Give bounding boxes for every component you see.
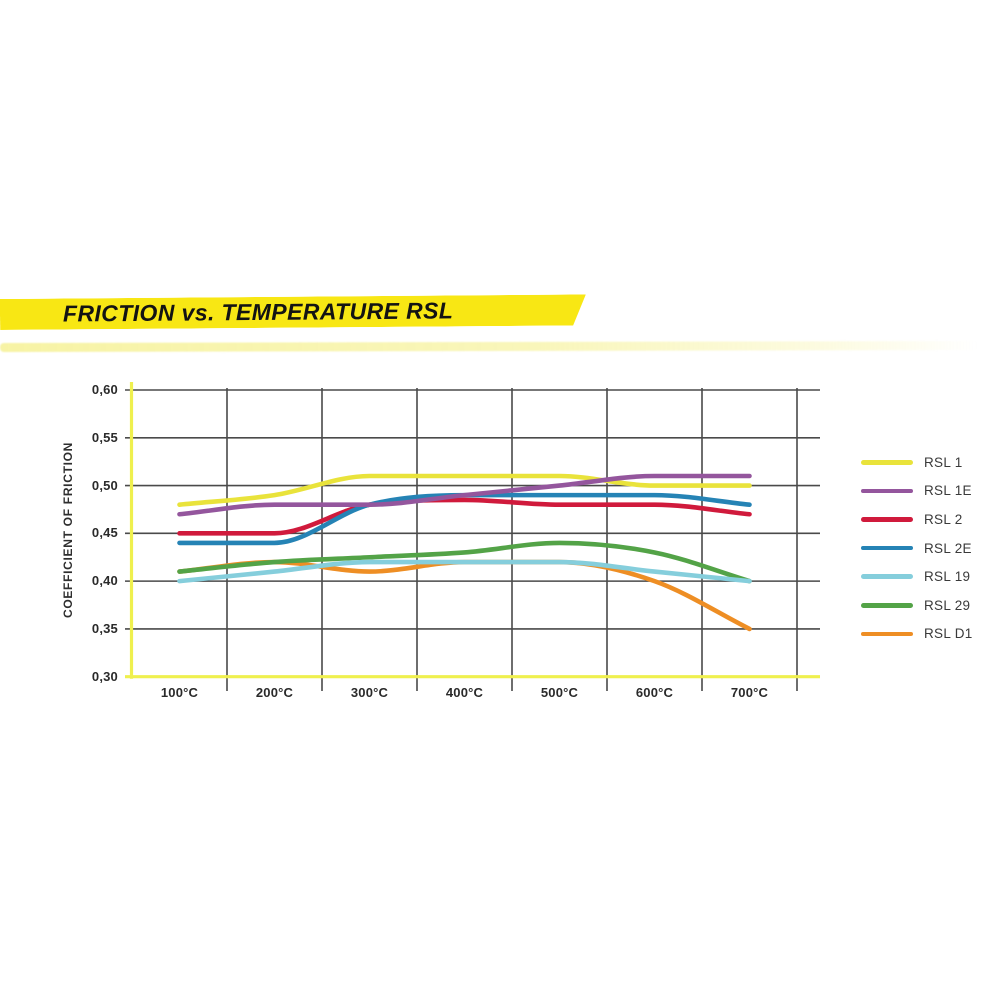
series-line-rsl-2e <box>177 492 752 546</box>
y-tick-label: 0,60 <box>91 382 118 397</box>
x-tick-label: 200°C <box>255 685 294 700</box>
legend-color-swatch <box>861 602 913 608</box>
legend-item-rsl-19: RSL 19 <box>861 562 973 591</box>
legend-label: RSL 29 <box>924 597 971 613</box>
legend-item-rsl-29: RSL 29 <box>861 591 973 620</box>
series-line-rsl-1 <box>177 473 752 507</box>
x-tick-label: 700°C <box>730 685 769 700</box>
y-tick-label: 0,30 <box>91 668 118 684</box>
y-tick-label: 0,45 <box>91 525 118 541</box>
legend-item-rsl-2e: RSL 2E <box>861 534 973 563</box>
legend-label: RSL D1 <box>924 626 973 642</box>
legend-label: RSL 1 <box>924 454 963 470</box>
legend-label: RSL 1E <box>924 483 972 499</box>
legend-label: RSL 19 <box>924 569 971 585</box>
y-tick-label: 0,55 <box>91 429 118 445</box>
legend-item-rsl-d1: RSL D1 <box>861 620 973 649</box>
x-tick-label: 500°C <box>540 685 579 700</box>
legend-item-rsl-1: RSL 1 <box>861 448 973 477</box>
x-tick-label: 300°C <box>350 685 389 700</box>
legend-label: RSL 2E <box>924 540 972 556</box>
legend-color-swatch <box>861 574 913 579</box>
chart-legend: RSL 1 RSL 1E RSL 2 RSL 2E RSL 19 RSL 29 RSL D1 <box>861 448 973 648</box>
legend-color-swatch <box>861 488 913 494</box>
series-line-rsl-2 <box>177 497 752 536</box>
legend-label: RSL 2 <box>924 511 963 527</box>
y-tick-label: 0,50 <box>91 477 118 493</box>
legend-item-rsl-2: RSL 2 <box>861 505 973 534</box>
legend-color-swatch <box>861 517 913 522</box>
x-tick-label: 600°C <box>635 685 674 700</box>
legend-color-swatch <box>861 545 913 551</box>
series-line-rsl-19 <box>177 559 752 584</box>
series-line-rsl-1e <box>177 473 752 517</box>
y-tick-label: 0,40 <box>91 573 118 589</box>
y-tick-label: 0,35 <box>91 620 118 636</box>
x-tick-label: 100°C <box>160 685 199 700</box>
series-line-rsl-29 <box>177 540 752 584</box>
legend-item-rsl-1e: RSL 1E <box>861 477 973 506</box>
legend-color-swatch <box>861 460 913 465</box>
legend-color-swatch <box>861 631 913 637</box>
x-tick-label: 400°C <box>445 685 484 700</box>
